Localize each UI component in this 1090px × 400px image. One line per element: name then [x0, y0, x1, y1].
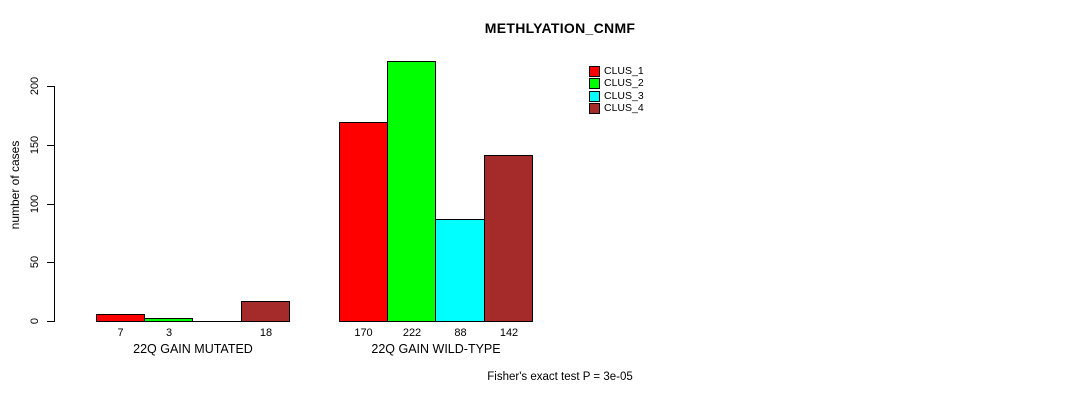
y-axis-tick: [47, 262, 54, 263]
group-label: 22Q GAIN WILD-TYPE: [371, 342, 501, 356]
bar-value-label: 88: [454, 327, 467, 339]
bar-clus_4: [484, 155, 533, 322]
y-axis-tick: [47, 321, 54, 322]
legend-swatch-clus_2: [589, 78, 600, 89]
bar-clus_3-zero: [193, 321, 242, 322]
y-axis-line: [54, 86, 55, 322]
y-axis-tick-label: 200: [29, 76, 41, 96]
y-axis-tick-label: 0: [29, 317, 41, 325]
bar-value-label: 142: [499, 327, 519, 339]
y-axis-tick-label: 100: [29, 194, 41, 214]
bar-value-label: 170: [354, 327, 373, 339]
legend-label-clus_3: CLUS_3: [604, 90, 644, 102]
footnote-fishers-test: Fisher's exact test P = 3e-05: [487, 371, 633, 383]
y-axis-tick-label: 150: [29, 135, 41, 155]
bar-value-label: 3: [165, 327, 173, 339]
chart-title: METHLYATION_CNMF: [484, 20, 636, 36]
bar-value-label: 222: [402, 327, 422, 339]
bar-clus_3: [435, 219, 485, 322]
bar-clus_2: [387, 61, 436, 322]
y-axis-tick: [47, 145, 54, 146]
bar-clus_2: [144, 318, 193, 322]
legend-swatch-clus_1: [589, 66, 600, 77]
legend-swatch-clus_3: [589, 91, 600, 102]
legend-label-clus_2: CLUS_2: [604, 77, 644, 89]
bar-value-label: 7: [117, 327, 124, 339]
y-axis-tick: [47, 204, 54, 205]
legend-label-clus_1: CLUS_1: [604, 65, 644, 77]
y-axis-tick: [47, 86, 54, 87]
bar-value-label: 18: [259, 327, 273, 339]
y-axis-tick-label: 50: [29, 255, 41, 269]
group-label: 22Q GAIN MUTATED: [133, 342, 253, 356]
y-axis-label: number of cases: [8, 140, 22, 230]
legend-label-clus_4: CLUS_4: [604, 102, 644, 114]
bar-clus_1: [339, 122, 388, 322]
bar-clus_4: [241, 301, 290, 322]
bar-clus_1: [96, 314, 145, 322]
legend-swatch-clus_4: [589, 103, 600, 114]
